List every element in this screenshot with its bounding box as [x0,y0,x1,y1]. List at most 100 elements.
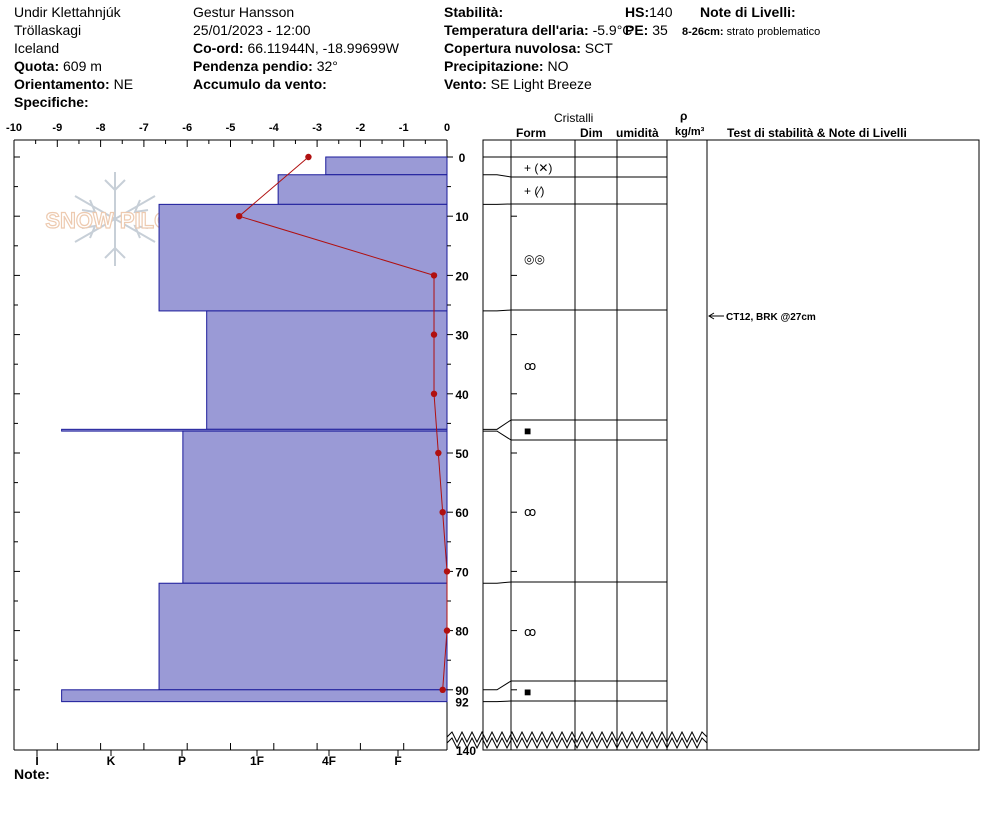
specifics-label: Specifiche: [14,94,89,110]
air-temp-label: Temperatura dell'aria: [444,22,589,38]
depth-break-zigzag [446,730,708,750]
hardness-layer [182,430,448,584]
temp-tick-label: -7 [139,122,149,134]
temperature-point [430,272,438,279]
depth-tick-label: 10 [455,210,469,224]
faceted-crystals-icon: ꝏ [524,359,536,373]
temp-tick-label: -10 [6,122,22,134]
stability-arrowhead [708,312,715,320]
observer-name: Gestur Hansson [193,4,295,20]
col-density-unit: kg/m³ [675,126,705,138]
temp-tick-label: -9 [52,122,62,134]
hardness-label: I [35,754,38,768]
temp-tick-label: -1 [399,122,409,134]
layer-connector [483,680,512,691]
temp-tick-label: -3 [312,122,322,134]
cloud-label: Copertura nuvolosa: [444,40,581,56]
ice-crust-icon: ■ [524,424,531,438]
wind: Vento: SE Light Breeze [444,76,592,92]
col-cristalli: Cristalli [554,111,594,125]
hardness-layer [158,582,448,691]
pe-value: 35 [652,22,668,38]
ice-crust-icon: ■ [524,685,531,699]
elevation-value: 609 m [63,58,102,74]
hardness-label: 4F [322,754,336,768]
slope-label: Pendenza pendio: [193,58,313,74]
precip-label: Precipitazione: [444,58,544,74]
hardness-layer [325,156,448,176]
layer-connector [483,419,512,430]
layer-connector [483,309,512,312]
hardness-label: 1F [250,754,264,768]
layer-connector [483,700,512,703]
faceted-crystals-icon: ꝏ [524,505,536,519]
temp-tick-label: -4 [269,122,280,134]
temperature-point [235,213,243,220]
temperature-profile [235,153,451,693]
pe-label: PE: [625,22,649,38]
air-temperature: Temperatura dell'aria: -5.9°C [444,22,632,38]
hardness-layer [61,689,448,703]
layer-notes-label: Note di Livelli: [700,4,796,20]
layer-table-frame [482,139,980,751]
depth-tick-label: 20 [455,269,469,283]
layer-connector [483,430,512,441]
temp-tick-label: -2 [356,122,366,134]
aspect: Orientamento: NE [14,76,133,92]
hardness-layers [61,156,448,703]
precipitation-particles-icon: + (✕) [524,161,552,175]
depth-tick-label: 40 [455,388,469,402]
temperature-point [443,627,451,634]
precip-value: NO [547,58,569,74]
temperature-point [435,449,442,457]
wind-loading-label: Accumulo da vento: [193,76,327,92]
depth-tick-label: 80 [455,625,469,639]
air-temp-value: -5.9°C [592,22,633,38]
temperature-line [238,156,448,690]
layer-note-range: 8-26cm: [682,26,724,38]
depth-tick-label: 30 [455,329,469,343]
depth-tick-label: 50 [455,447,469,461]
temperature-point [443,568,451,575]
temp-tick-label: -8 [96,122,106,134]
stability-test-label: CT12, BRK @27cm [726,312,816,323]
hardness-label: K [107,754,116,768]
slope: Pendenza pendio: 32° [193,58,338,74]
temperature-point [439,686,446,693]
coord-value: 66.11944N, -18.99699W [247,40,399,56]
crystal-forms: + (✕) + (⁄) ◎◎ ꝏ ■ ꝏ ꝏ ■ [524,161,552,699]
layer-note: 8-26cm: strato problematico [682,24,820,40]
hs-depth-label: 92 [455,696,469,710]
coordinates: Co-ord: 66.11944N, -18.99699W [193,40,399,56]
depth-tick-label: 0 [459,151,466,165]
hs-value: 140 [649,4,673,20]
temp-tick-label: -6 [182,122,192,134]
penetration: PE: 35 [625,22,668,38]
elevation-label: Quota: [14,58,60,74]
cloud-cover: Copertura nuvolosa: SCT [444,40,613,56]
depth-tick-label: 60 [455,506,469,520]
hardness-layer [277,174,448,205]
layer-note-text: strato problematico [726,26,821,38]
hs-label: HS: [625,4,650,20]
temp-tick-label: -5 [226,122,236,134]
layer-table-rows [483,156,667,703]
hardness-label: P [178,754,186,768]
col-dim: Dim [580,126,603,140]
col-form: Form [516,126,546,140]
observation-datetime: 25/01/2023 - 12:00 [193,22,311,38]
area-name: Tröllaskagi [14,22,82,38]
stability-label: Stabilità: [444,4,504,20]
col-umidita: umidità [616,126,659,140]
hardness-layer [206,310,448,430]
wind-label: Vento: [444,76,487,92]
col-tests: Test di stabilità & Note di Livelli [727,126,907,140]
decomposing-particles-icon: + (⁄) [524,184,544,198]
faceted-crystals-icon: ꝏ [524,625,536,639]
cloud-value: SCT [584,40,613,56]
temp-tick-label: 0 [444,122,450,134]
layer-connector [483,174,512,178]
temperature-point [439,509,446,516]
